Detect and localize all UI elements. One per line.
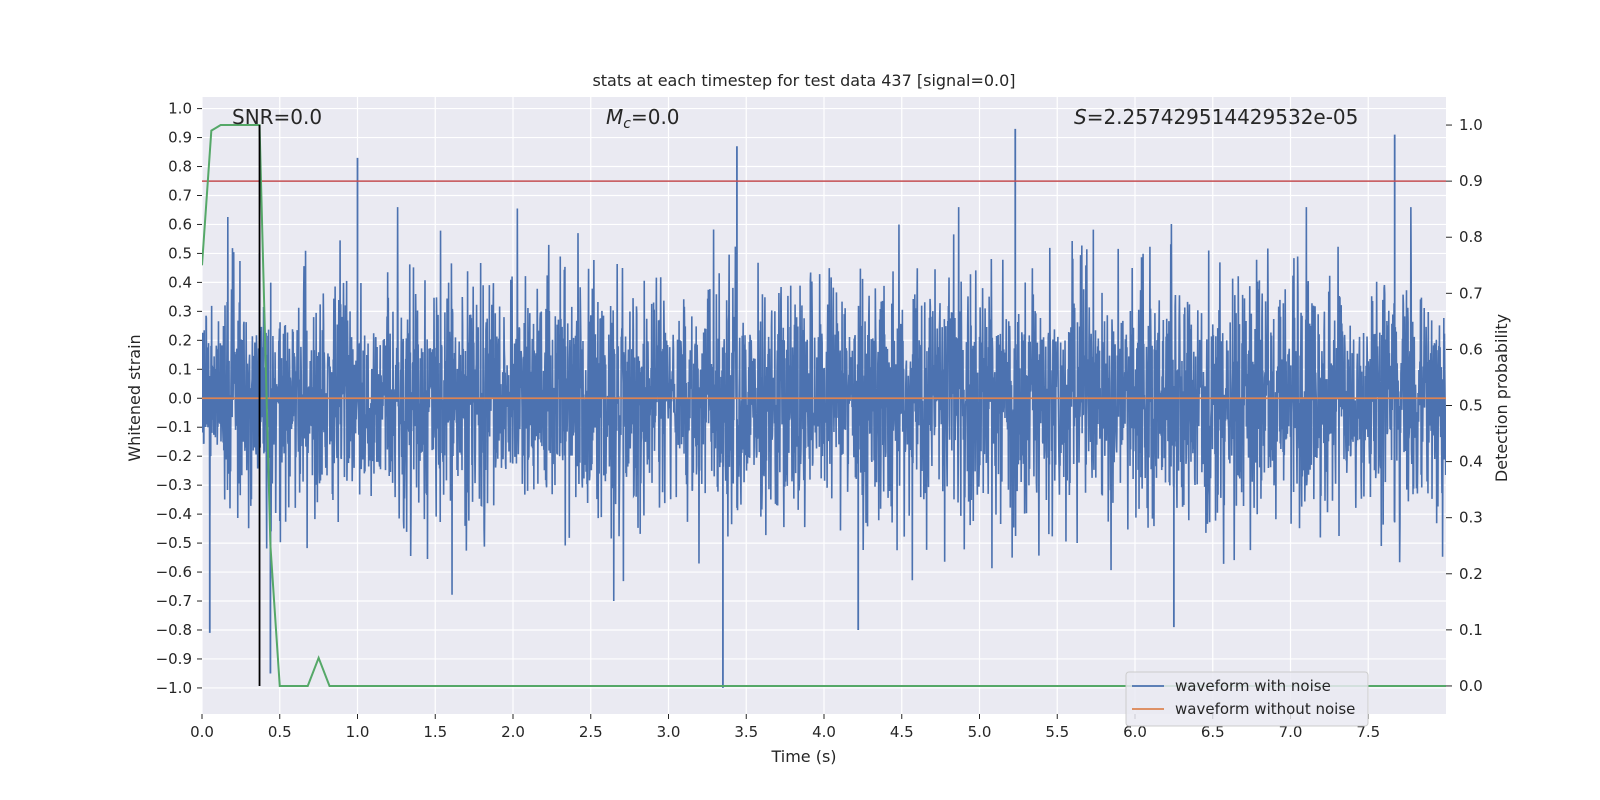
- x-axis: 0.0 0.5 1.0 1.5 2.0 2.5 3.0 3.5 4.0 4.5 5.0 5.5 6.0 6…: [190, 714, 1380, 741]
- y-axis-label: Whitened strain: [125, 334, 144, 461]
- y2-tick-label: 0.0: [1459, 677, 1483, 695]
- y-tick-label: 1.0: [168, 100, 192, 118]
- x-tick-label: 2.0: [501, 723, 525, 741]
- y-tick-label: −0.7: [156, 592, 192, 610]
- y-tick-label: −0.5: [156, 534, 192, 552]
- y-tick-label: −0.1: [156, 418, 192, 436]
- y2-tick-label: 0.6: [1459, 340, 1483, 358]
- s-annotation: S=2.257429514429532e-05: [1074, 105, 1358, 129]
- y-tick-label: −0.3: [156, 476, 192, 494]
- y2-axis-label: Detection probability: [1492, 314, 1511, 482]
- y-tick-label: −0.9: [156, 650, 192, 668]
- y-tick-label: 0.6: [168, 215, 192, 233]
- x-axis-label: Time (s): [770, 747, 836, 766]
- y-axis: 1.0 0.9 0.8 0.7 0.6 0.5 0.4 0.3 0.2 0.1 0.0 −0.1 −0.…: [156, 100, 202, 697]
- mc-annotation: Mc=0.0: [606, 105, 680, 132]
- y-tick-label: −1.0: [156, 679, 192, 697]
- waveform-with-noise-line: [202, 207, 1446, 602]
- y-tick-label: −0.8: [156, 621, 192, 639]
- y-tick-label: 0.8: [168, 158, 192, 176]
- series-layer: [202, 124, 1446, 688]
- x-tick-label: 4.5: [890, 723, 914, 741]
- legend-label-noise: waveform with noise: [1175, 677, 1331, 695]
- y-tick-label: −0.4: [156, 505, 192, 523]
- x-tick-label: 3.0: [657, 723, 681, 741]
- y2-tick-label: 0.7: [1459, 284, 1483, 302]
- y-tick-label: 0.3: [168, 302, 192, 320]
- y-tick-label: 0.7: [168, 186, 192, 204]
- y2-tick-label: 0.1: [1459, 621, 1483, 639]
- x-tick-label: 5.0: [968, 723, 992, 741]
- y-tick-label: 0.5: [168, 244, 192, 262]
- y2-tick-label: 0.5: [1459, 397, 1483, 415]
- x-tick-label: 1.5: [423, 723, 447, 741]
- y-tick-label: −0.6: [156, 563, 192, 581]
- x-tick-label: 0.0: [190, 723, 214, 741]
- y2-tick-label: 0.4: [1459, 453, 1483, 471]
- y2-tick-label: 0.2: [1459, 565, 1483, 583]
- plot-area: [201, 97, 1446, 714]
- y2-tick-label: 0.9: [1459, 172, 1483, 190]
- x-tick-label: 1.0: [346, 723, 370, 741]
- y2-axis: 1.0 0.9 0.8 0.7 0.6 0.5 0.4 0.3 0.2 0.1 0.0: [1446, 116, 1483, 695]
- x-tick-label: 3.5: [734, 723, 758, 741]
- x-tick-label: 6.5: [1201, 723, 1225, 741]
- y-tick-label: 0.1: [168, 360, 192, 378]
- snr-annotation: SNR=0.0: [232, 105, 322, 129]
- y-tick-label: 0.4: [168, 273, 192, 291]
- legend-label-clean: waveform without noise: [1175, 700, 1355, 718]
- x-tick-label: 7.5: [1356, 723, 1380, 741]
- legend: waveform with noise waveform without noi…: [1125, 671, 1369, 727]
- x-tick-label: 0.5: [268, 723, 292, 741]
- y-tick-label: 0.0: [168, 389, 192, 407]
- y-tick-label: 0.9: [168, 129, 192, 147]
- x-tick-label: 6.0: [1123, 723, 1147, 741]
- x-tick-label: 2.5: [579, 723, 603, 741]
- y-tick-label: 0.2: [168, 331, 192, 349]
- y2-tick-label: 0.3: [1459, 509, 1483, 527]
- y-tick-label: −0.2: [156, 447, 192, 465]
- x-tick-label: 5.5: [1045, 723, 1069, 741]
- x-tick-label: 4.0: [812, 723, 836, 741]
- y2-tick-label: 0.8: [1459, 228, 1483, 246]
- x-tick-label: 7.0: [1279, 723, 1303, 741]
- y2-tick-label: 1.0: [1459, 116, 1483, 134]
- chart-title: stats at each timestep for test data 437…: [592, 71, 1015, 90]
- legend-box: [1125, 671, 1369, 727]
- detection-probability-line: [202, 124, 1446, 687]
